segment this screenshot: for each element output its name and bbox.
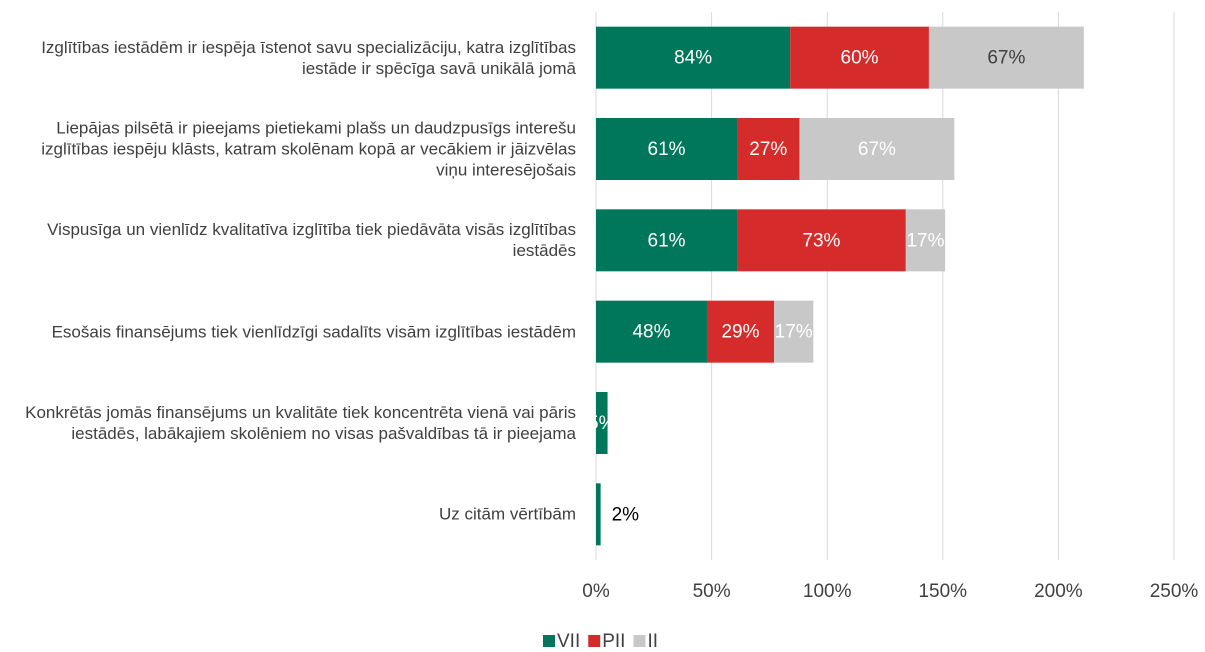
category-label: Uz citām vērtībām bbox=[439, 504, 576, 524]
value-label: 61% bbox=[648, 230, 686, 251]
x-tick-label: 0% bbox=[582, 581, 610, 602]
value-label: 67% bbox=[987, 48, 1025, 69]
category-label: Vispusīga un vienlīdz kvalitatīva izglīt… bbox=[47, 220, 576, 261]
x-tick-label: 250% bbox=[1150, 581, 1199, 602]
value-label: 2% bbox=[612, 504, 640, 525]
value-label: 5% bbox=[588, 413, 616, 434]
value-label: 27% bbox=[749, 139, 787, 160]
bar-segment bbox=[706, 300, 775, 363]
bar-segment bbox=[737, 118, 800, 180]
x-tick-label: 150% bbox=[918, 581, 967, 602]
bar-segment bbox=[596, 300, 707, 363]
category-label: Liepājas pilsētā ir pieejams pietiekami … bbox=[41, 118, 576, 180]
value-label: 60% bbox=[841, 48, 879, 69]
value-label: 17% bbox=[906, 230, 944, 251]
category-label: Izglītības iestādēm ir iespēja īstenot s… bbox=[41, 37, 576, 78]
bar-segment bbox=[737, 209, 906, 272]
x-tick-label: 100% bbox=[803, 581, 852, 602]
bar-segment bbox=[596, 483, 601, 546]
x-tick-label: 200% bbox=[1034, 581, 1083, 602]
value-label: 61% bbox=[648, 139, 686, 160]
bar-segment bbox=[774, 300, 814, 363]
value-label: 67% bbox=[858, 139, 896, 160]
value-label: 29% bbox=[721, 322, 759, 343]
category-label: Esošais finansējums tiek vienlīdzīgi sad… bbox=[51, 322, 576, 342]
value-label: 48% bbox=[632, 322, 670, 343]
bar-segment bbox=[790, 26, 929, 89]
legend-label: VII bbox=[557, 631, 580, 652]
value-label: 73% bbox=[802, 230, 840, 251]
bar-segment bbox=[596, 118, 738, 180]
bar-segment bbox=[928, 26, 1084, 89]
legend-swatch bbox=[588, 635, 601, 647]
bar-segment bbox=[905, 209, 946, 272]
value-label: 84% bbox=[674, 48, 712, 69]
x-tick-label: 50% bbox=[693, 581, 731, 602]
legend-label: PII bbox=[602, 631, 625, 652]
legend-label: II bbox=[647, 631, 658, 652]
bar-segment bbox=[596, 209, 738, 272]
bar-segment bbox=[799, 118, 955, 180]
bar-segment bbox=[596, 392, 608, 454]
value-label: 17% bbox=[775, 322, 813, 343]
legend-swatch bbox=[633, 635, 646, 647]
bar-segment bbox=[596, 26, 791, 89]
category-label: Konkrētās jomās finansējums un kvalitāte… bbox=[25, 403, 576, 443]
legend-swatch bbox=[543, 635, 555, 647]
